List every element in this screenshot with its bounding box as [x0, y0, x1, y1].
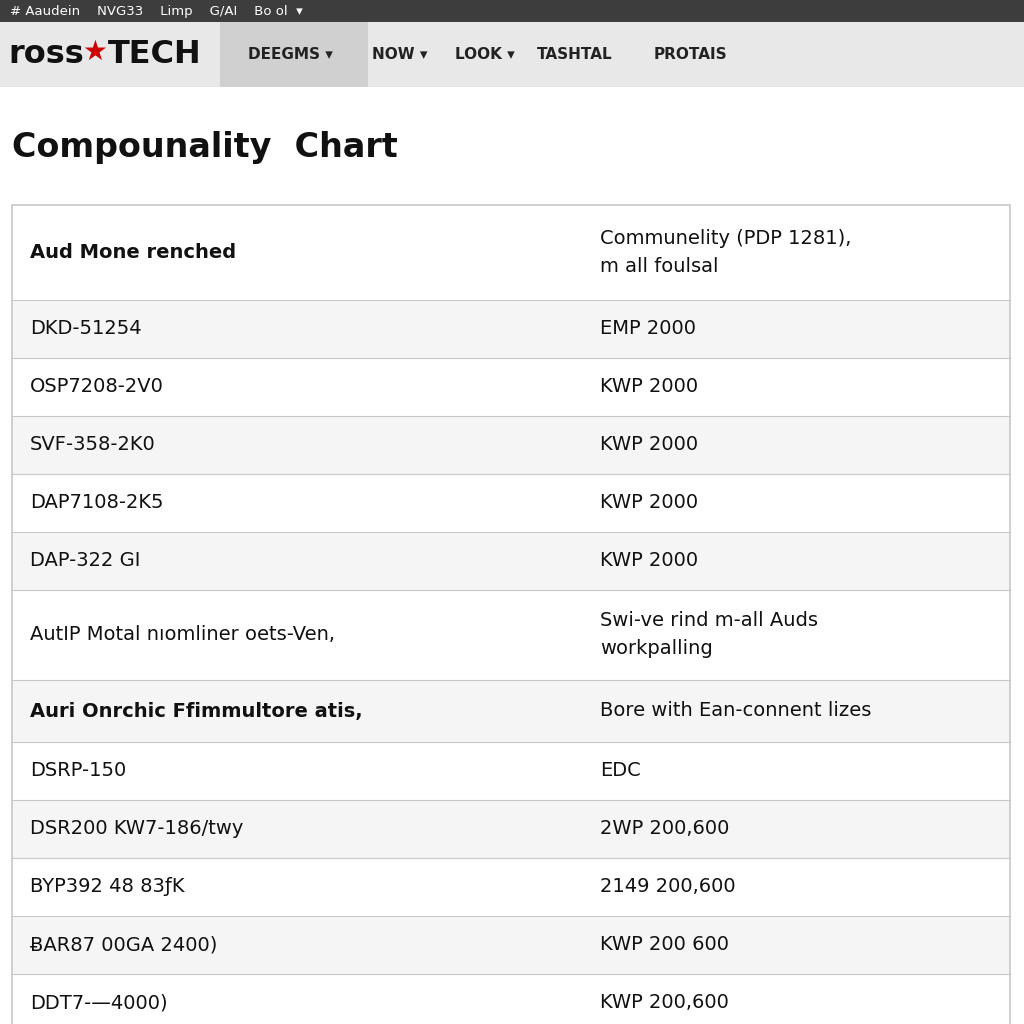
Text: Swi-ve rind m-all Auds: Swi-ve rind m-all Auds	[600, 611, 818, 631]
Text: KWP 2000: KWP 2000	[600, 552, 698, 570]
Bar	[12, 205, 1010, 1024]
Text: PROTAIS: PROTAIS	[653, 47, 727, 62]
Bar	[12, 974, 1010, 1024]
Text: Aud Mone renched: Aud Mone renched	[30, 243, 237, 262]
Bar	[12, 590, 1010, 680]
Bar	[12, 916, 1010, 974]
Bar	[0, 22, 1024, 87]
Text: m all foulsal: m all foulsal	[600, 257, 719, 276]
Bar	[12, 800, 1010, 858]
Text: Bore with Ean-connent lizes: Bore with Ean-connent lizes	[600, 701, 871, 721]
Text: LOOK ▾: LOOK ▾	[455, 47, 515, 62]
Text: TASHTAL: TASHTAL	[538, 47, 612, 62]
Text: DAP-322 GI: DAP-322 GI	[30, 552, 140, 570]
Bar	[12, 532, 1010, 590]
Text: Compounality  Chart: Compounality Chart	[12, 131, 397, 165]
Text: AutIP Motal nıomliner oets-Ven,: AutIP Motal nıomliner oets-Ven,	[30, 626, 335, 644]
Text: 2WP 200,600: 2WP 200,600	[600, 819, 729, 839]
Bar	[12, 474, 1010, 532]
Bar	[12, 416, 1010, 474]
Text: DAP7108-2K5: DAP7108-2K5	[30, 494, 164, 512]
Bar	[12, 300, 1010, 358]
Text: Communelity (PDP 1281),: Communelity (PDP 1281),	[600, 229, 851, 248]
Text: DEEGMS ▾: DEEGMS ▾	[248, 47, 333, 62]
Text: Auri Onrchic Ffimmultore atis,: Auri Onrchic Ffimmultore atis,	[30, 701, 362, 721]
Text: KWP 2000: KWP 2000	[600, 494, 698, 512]
Text: DSRP-150: DSRP-150	[30, 762, 126, 780]
Text: DKD-51254: DKD-51254	[30, 319, 141, 339]
Text: SVF-358-2K0: SVF-358-2K0	[30, 435, 156, 455]
Text: NOW ▾: NOW ▾	[373, 47, 428, 62]
Text: BYP392 48 83ƒK: BYP392 48 83ƒK	[30, 878, 184, 896]
Text: 2149 200,600: 2149 200,600	[600, 878, 735, 896]
Text: ross: ross	[8, 39, 84, 70]
Bar	[12, 205, 1010, 300]
Bar	[220, 22, 368, 87]
Bar	[12, 742, 1010, 800]
Text: OSP7208-2V0: OSP7208-2V0	[30, 378, 164, 396]
Text: KWP 2000: KWP 2000	[600, 378, 698, 396]
Text: TECH: TECH	[108, 39, 202, 70]
Text: ɃAR87 00GA 2400): ɃAR87 00GA 2400)	[30, 936, 217, 954]
Text: workpalling: workpalling	[600, 640, 713, 658]
Text: KWP 200 600: KWP 200 600	[600, 936, 729, 954]
Bar	[12, 680, 1010, 742]
Bar	[12, 858, 1010, 916]
Text: EMP 2000: EMP 2000	[600, 319, 696, 339]
Text: # Aaudein    NVG33    Limp    G/AI    Bo ol  ▾: # Aaudein NVG33 Limp G/AI Bo ol ▾	[10, 4, 303, 17]
Text: KWP 200,600: KWP 200,600	[600, 993, 729, 1013]
Text: EDC: EDC	[600, 762, 641, 780]
Text: KWP 2000: KWP 2000	[600, 435, 698, 455]
Bar	[12, 358, 1010, 416]
Bar	[0, 0, 1024, 22]
Text: ★: ★	[82, 38, 106, 66]
Text: DSR200 KW7-186/twy: DSR200 KW7-186/twy	[30, 819, 244, 839]
Text: DDT7-—4000): DDT7-—4000)	[30, 993, 168, 1013]
